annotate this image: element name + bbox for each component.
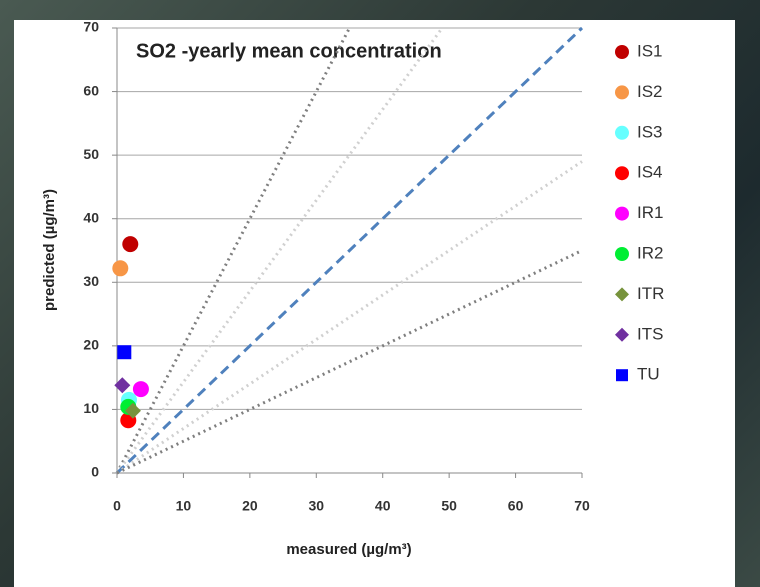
y-tick-label: 70: [83, 19, 99, 35]
legend-marker: [615, 206, 629, 221]
legend-label: ITR: [637, 284, 664, 303]
legend-marker: [615, 45, 629, 59]
x-tick-label: 10: [176, 498, 192, 514]
point: [114, 377, 131, 394]
legend-marker: [615, 85, 629, 100]
legend-marker: [615, 287, 629, 302]
legend-label: TU: [637, 365, 660, 384]
reference-line: [115, 27, 444, 474]
legend-label: ITS: [637, 324, 663, 343]
legend-label: IS4: [637, 163, 663, 182]
y-tick-label: 30: [83, 273, 99, 289]
y-tick-label: 20: [83, 337, 99, 353]
y-tick-label: 0: [91, 464, 99, 480]
x-tick-label: 40: [375, 498, 391, 514]
point: [122, 236, 139, 253]
y-axis-title: predicted (µg/m³): [41, 189, 58, 311]
point: [124, 402, 141, 419]
y-tick-label: 60: [83, 82, 99, 98]
x-axis-title: measured (µg/m³): [286, 541, 411, 558]
legend-label: IS1: [637, 41, 663, 60]
legend-label: IR2: [637, 243, 663, 262]
legend-marker: [616, 369, 628, 382]
x-tick-label: 0: [113, 498, 121, 514]
x-tick-label: 30: [308, 498, 324, 514]
y-tick-label: 10: [83, 400, 99, 416]
legend-label: IS2: [637, 82, 663, 101]
legend-marker: [615, 166, 629, 181]
chart-title: SO2 -yearly mean concentration: [136, 40, 442, 62]
legend-marker: [615, 247, 629, 261]
legend-marker: [615, 125, 629, 140]
reference-line: [116, 249, 583, 475]
point: [117, 345, 132, 360]
reference-line: [115, 26, 584, 475]
legend-marker: [615, 327, 629, 342]
x-tick-label: 60: [508, 498, 524, 514]
legend-label: IS3: [637, 122, 663, 141]
y-tick-label: 40: [83, 209, 99, 225]
x-tick-label: 20: [242, 498, 258, 514]
legend-label: IR1: [637, 203, 663, 222]
x-tick-label: 70: [574, 498, 590, 514]
x-tick-label: 50: [441, 498, 457, 514]
point: [132, 381, 149, 398]
chart-panel: [14, 20, 735, 587]
point: [112, 260, 129, 277]
y-tick-label: 50: [83, 146, 99, 162]
